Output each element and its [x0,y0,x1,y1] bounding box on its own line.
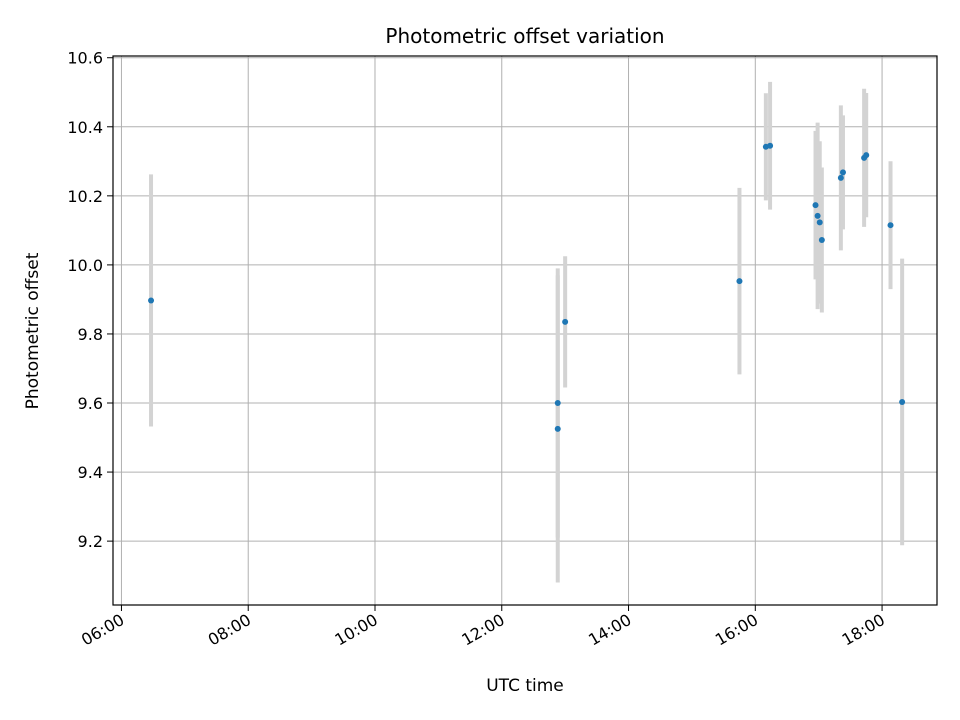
y-tick-label: 10.4 [67,118,103,137]
data-point [812,202,819,209]
y-tick-label: 9.4 [78,463,103,482]
data-point [562,318,569,325]
y-tick-label: 10.0 [67,256,103,275]
y-axis-label: Photometric offset [23,252,43,409]
data-point [816,219,823,226]
y-tick-label: 9.2 [78,532,103,551]
y-tick-label: 9.8 [78,325,103,344]
data-point [839,169,846,176]
data-point [554,400,561,407]
y-axis: 9.2 9.4 9.6 9.8 10.0 10.2 10.4 10.6 [67,49,113,551]
grid [113,56,937,605]
data-point [814,212,821,219]
data-point [554,425,561,432]
y-tick-label: 10.6 [67,49,103,68]
x-axis-label: UTC time [486,676,564,696]
data-points [148,142,906,432]
chart-title: Photometric offset variation [385,24,664,48]
data-point [887,222,894,229]
data-point [767,142,774,149]
data-point [863,152,870,159]
y-tick-label: 9.6 [78,394,103,413]
data-point [736,278,743,285]
y-tick-label: 10.2 [67,187,103,206]
data-point [148,297,155,304]
data-point [837,174,844,181]
data-point [818,237,825,244]
data-point [899,398,906,405]
plot-frame [112,55,938,606]
